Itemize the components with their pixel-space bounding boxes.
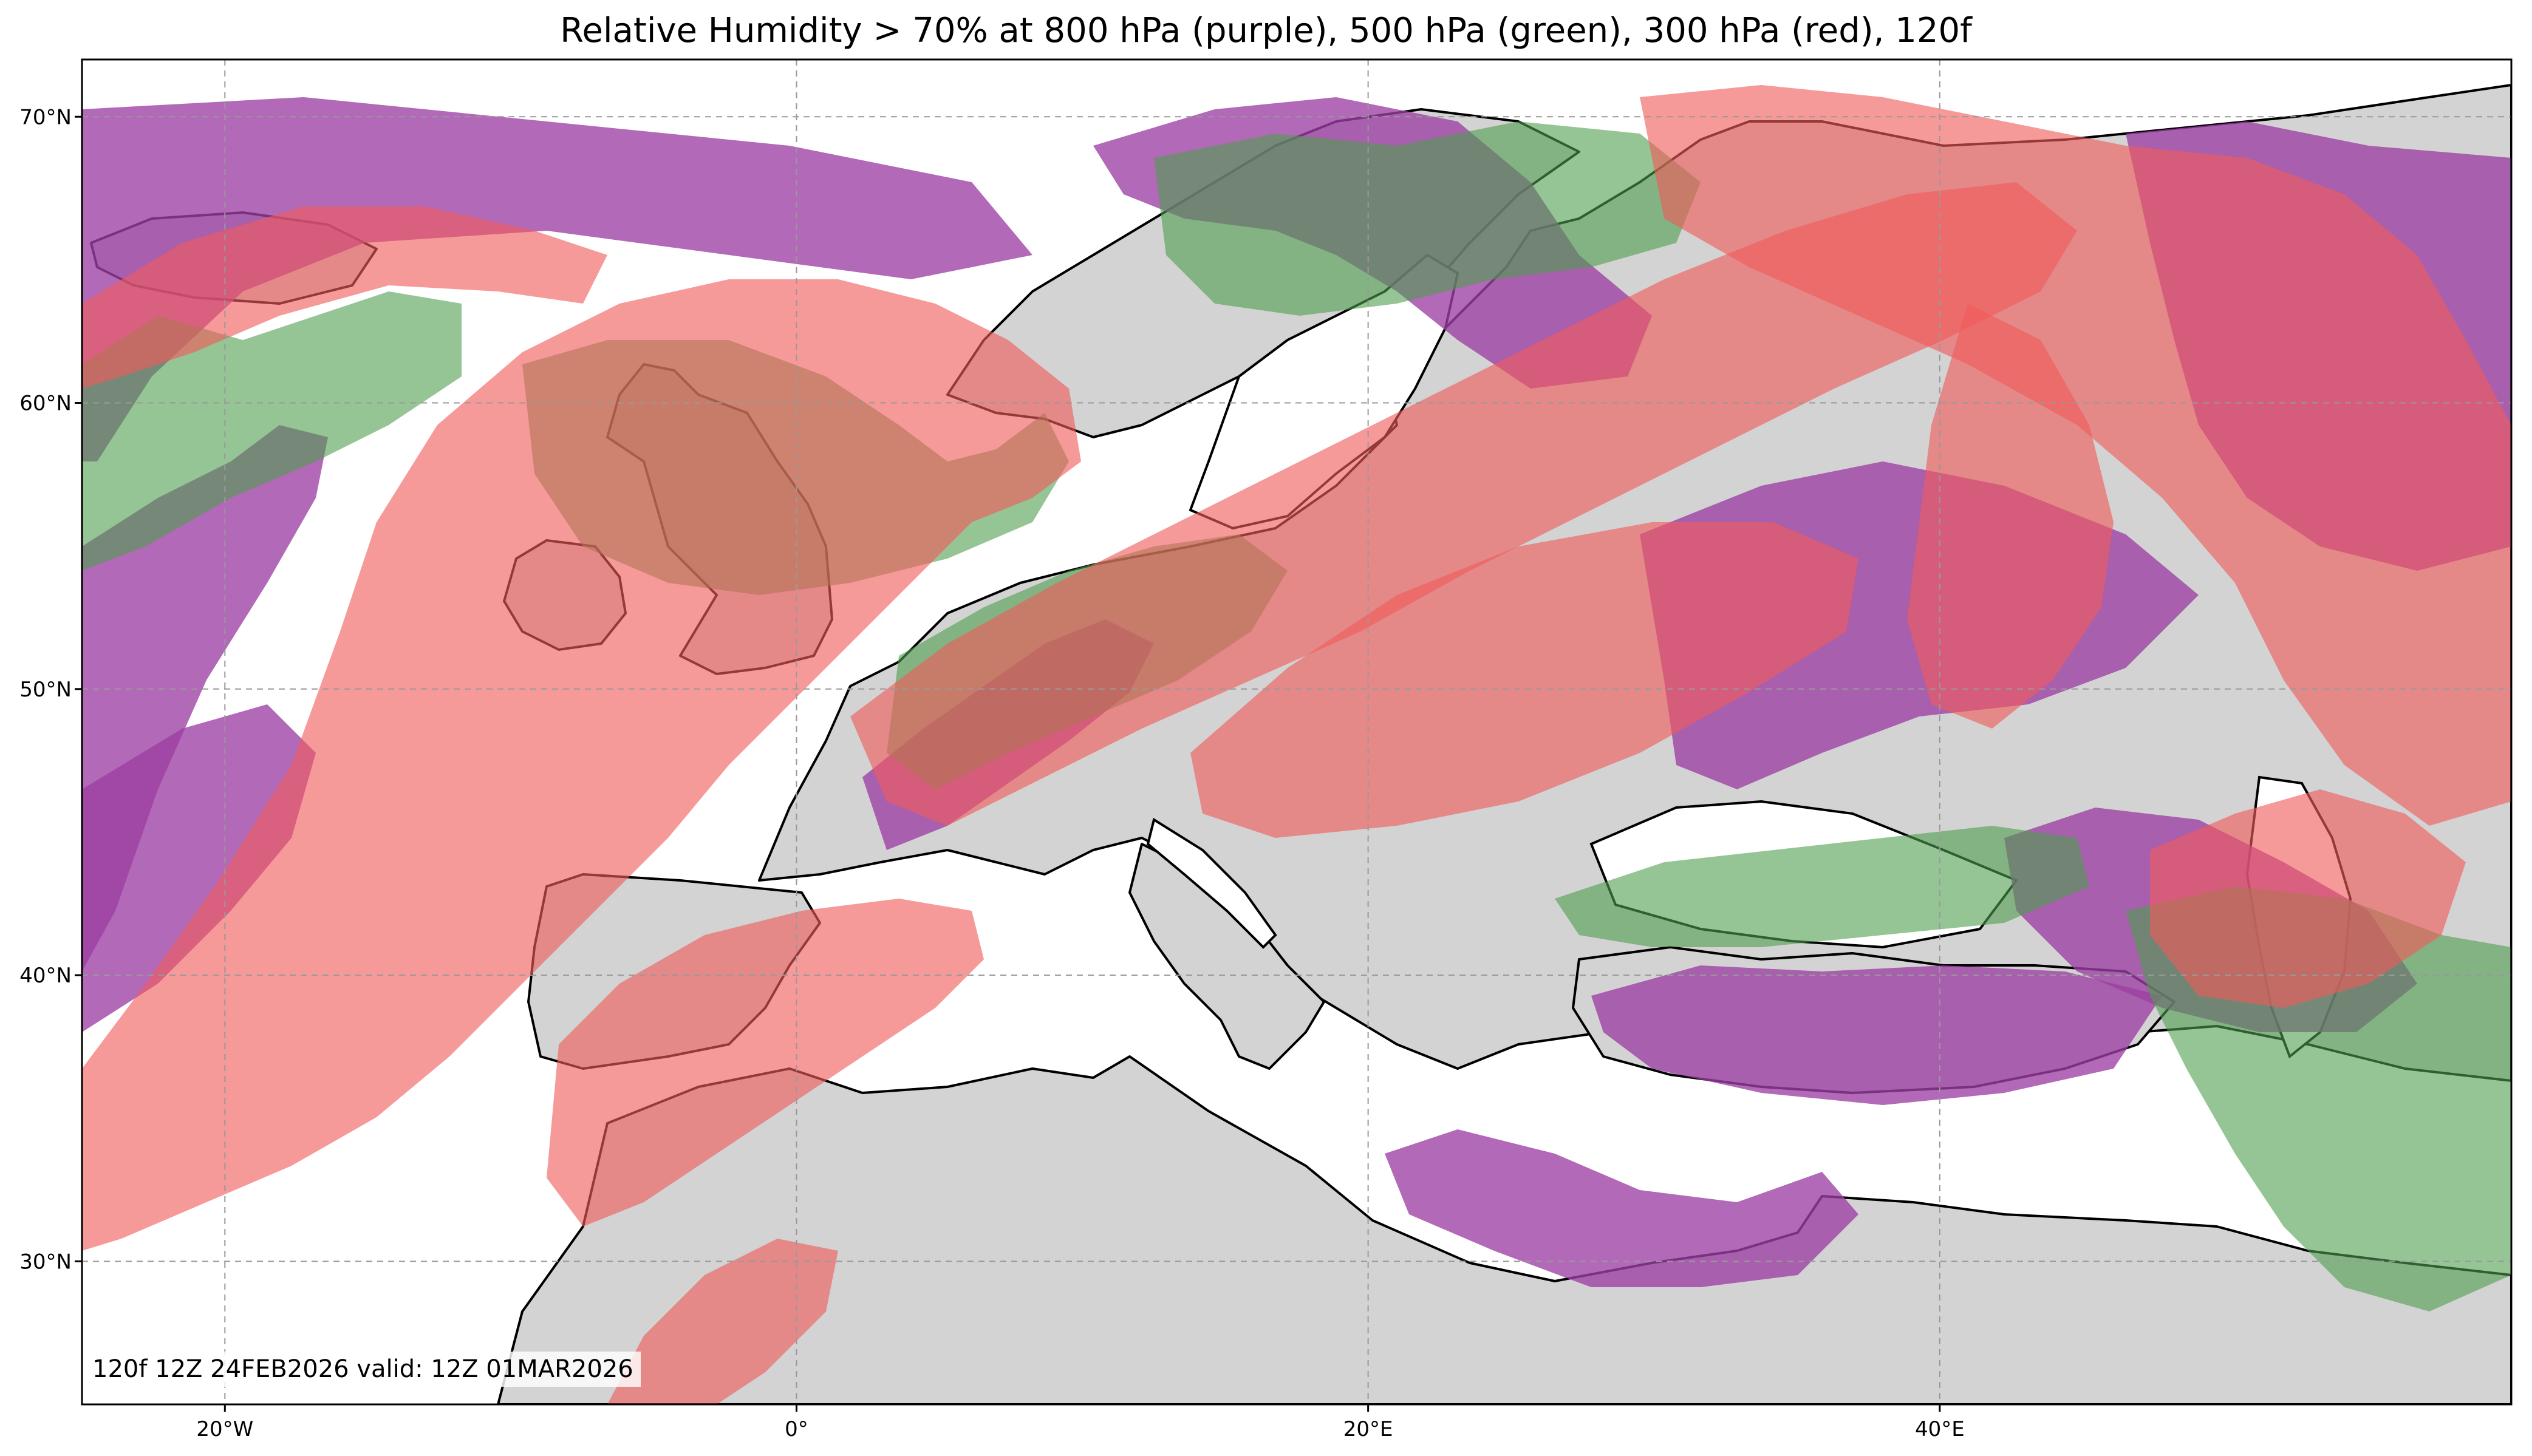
- y-tick-label-70n: 70°N: [19, 105, 72, 129]
- rh-300hPa-layer: [82, 85, 2511, 1404]
- rh-300-region-sahara: [607, 1239, 838, 1404]
- map-plot-area: [82, 60, 2511, 1404]
- rh-800-region-east-mediterranean: [1385, 1129, 1858, 1287]
- rh-300-band-volga: [1907, 304, 2114, 729]
- rh-300-band-mediterranean: [547, 899, 984, 1226]
- rh-500-region-black-sea: [1555, 826, 2089, 947]
- rh-300-band-iceland: [82, 206, 607, 389]
- rh-800-region-north-atlantic: [82, 97, 1032, 461]
- rh-800-region-west-atlantic: [82, 425, 328, 971]
- map-title: Relative Humidity > 70% at 800 hPa (purp…: [560, 11, 1972, 50]
- rh-300-band-russia: [1640, 85, 2511, 826]
- x-tick-label-40e: 40°E: [1915, 1417, 1965, 1441]
- plot-frame: [81, 58, 2513, 1406]
- x-tick-label-20w: 20°W: [196, 1417, 253, 1441]
- x-tick-labels: 20°W 0° 20°E 40°E: [196, 1417, 1964, 1441]
- rh-800-region-turkey: [1591, 965, 2162, 1105]
- y-tick-labels: 30°N 40°N 50°N 60°N 70°N: [19, 105, 72, 1274]
- x-tick-label-0: 0°: [785, 1417, 808, 1441]
- y-tick-label-40n: 40°N: [19, 964, 72, 988]
- rh-300-band-atlantic-arc: [82, 279, 1081, 1251]
- rh-300-region-caucasus: [2150, 789, 2466, 1008]
- rh-300-region-balkans: [1190, 522, 1858, 838]
- adriatic-sea: [1146, 817, 1277, 949]
- rh-500-region-north-atlantic: [82, 291, 462, 571]
- forecast-valid-stamp: 120f 12Z 24FEB2026 valid: 12Z 01MAR2026: [85, 1352, 641, 1387]
- y-tick-label-50n: 50°N: [19, 678, 72, 702]
- y-tick-label-60n: 60°N: [19, 392, 72, 416]
- graticule: [82, 60, 2511, 1404]
- rh-800-region-atlantic-south: [82, 704, 316, 1032]
- x-tick-label-20e: 20°E: [1343, 1417, 1393, 1441]
- y-tick-label-30n: 30°N: [19, 1250, 72, 1274]
- rh-500-region-nordic: [1154, 121, 1701, 316]
- rh-300-band-europe-diagonal: [850, 182, 2077, 826]
